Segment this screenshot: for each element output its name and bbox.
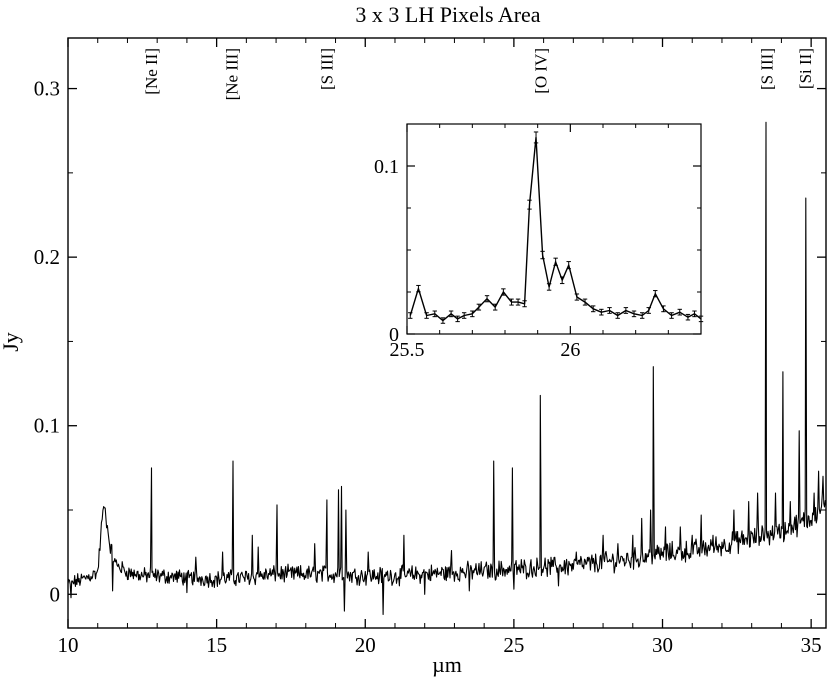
y-tick-label: 0 <box>50 582 61 606</box>
x-tick-label: 30 <box>652 633 673 657</box>
inset-x-axis-ticks: 25.5 26 <box>390 124 669 361</box>
main-plot: 10 15 20 25 30 35 00.10.20.3 [Ne II] [Ne III][… <box>34 37 827 657</box>
x-tick-label: 20 <box>355 633 376 657</box>
emission-line-label: [Ne II] <box>142 48 161 95</box>
y-tick-label: 0.2 <box>34 245 60 269</box>
y-tick-label: 0.1 <box>34 414 60 438</box>
inset-y-axis-ticks: 00.1 <box>374 156 701 346</box>
inset-series <box>408 131 704 324</box>
x-axis-label: µm <box>432 652 462 677</box>
x-tick-label: 10 <box>58 633 79 657</box>
x-tick-label: 35 <box>801 633 822 657</box>
line-labels: [Ne II] [Ne III] [S III] [O IV] [S III] [Si I… <box>142 48 815 100</box>
inset-x-tick-label: 25.5 <box>390 339 425 361</box>
inset-line <box>409 136 702 322</box>
spectrum-line <box>67 121 827 616</box>
emission-line-label: [S III] <box>318 48 337 90</box>
chart-title: 3 x 3 LH Pixels Area <box>355 2 540 27</box>
spectrum-series <box>67 121 827 616</box>
inset-x-tick-label: 26 <box>560 339 580 361</box>
x-tick-label: 15 <box>206 633 227 657</box>
emission-line-label: [O IV] <box>532 48 551 94</box>
emission-line-label: [Si II] <box>796 48 815 89</box>
main-plot-frame <box>67 37 827 629</box>
y-tick-label: 0.3 <box>34 77 60 101</box>
x-tick-label: 25 <box>503 633 524 657</box>
main-y-axis-ticks: 00.10.20.3 <box>34 77 826 606</box>
inset-plot: 25.5 26 00.1 <box>374 123 704 361</box>
inset-plot-frame <box>406 123 702 335</box>
main-x-axis-ticks: 10 15 20 25 30 35 <box>58 38 822 657</box>
emission-line-label: [S III] <box>758 48 777 90</box>
inset-y-tick-label: 0 <box>389 324 399 346</box>
y-axis-label: Jy <box>0 332 23 352</box>
inset-y-tick-label: 0.1 <box>374 156 399 178</box>
emission-line-label: [Ne III] <box>223 48 242 100</box>
